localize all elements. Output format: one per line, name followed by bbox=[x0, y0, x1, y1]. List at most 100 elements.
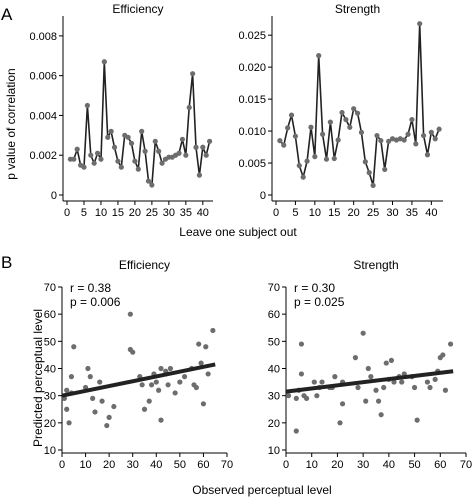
data-point bbox=[388, 357, 395, 363]
y-tick-label: 0 bbox=[51, 190, 57, 202]
data-point bbox=[399, 379, 405, 385]
data-point bbox=[442, 387, 449, 393]
x-tick-label: 25 bbox=[367, 207, 379, 219]
chart-title: Strength bbox=[353, 258, 398, 272]
y-tick-label: 60 bbox=[268, 309, 280, 321]
data-point bbox=[139, 382, 145, 388]
regression-line bbox=[61, 362, 216, 398]
data-point bbox=[319, 379, 325, 385]
data-point bbox=[71, 156, 77, 162]
data-point bbox=[84, 102, 90, 109]
data-point bbox=[308, 124, 314, 130]
data-point bbox=[176, 150, 182, 156]
data-point bbox=[303, 395, 310, 401]
a-x-axis-label: Leave one subject out bbox=[179, 225, 297, 239]
data-point bbox=[351, 106, 357, 112]
data-point bbox=[128, 140, 135, 146]
data-point bbox=[292, 133, 299, 139]
panel-label-b: B bbox=[1, 253, 12, 272]
x-tick-label: 50 bbox=[408, 459, 420, 471]
data-point bbox=[167, 365, 174, 372]
data-point bbox=[293, 395, 299, 401]
x-tick-label: 20 bbox=[103, 459, 115, 471]
y-tick-label: 0.010 bbox=[238, 126, 266, 138]
y-tick-label: 50 bbox=[44, 336, 56, 348]
data-point bbox=[355, 384, 361, 391]
data-point bbox=[360, 330, 366, 336]
data-point bbox=[99, 398, 105, 404]
x-tick-label: 30 bbox=[386, 207, 398, 219]
data-point bbox=[207, 138, 213, 144]
data-point bbox=[293, 428, 299, 434]
x-tick-label: 70 bbox=[221, 459, 233, 471]
data-point bbox=[200, 144, 206, 150]
data-point bbox=[332, 374, 338, 380]
data-point bbox=[135, 166, 141, 172]
data-point bbox=[108, 128, 114, 134]
regression-line bbox=[285, 369, 454, 394]
data-point bbox=[66, 420, 72, 426]
data-point bbox=[373, 387, 379, 393]
data-point bbox=[149, 182, 155, 188]
data-point bbox=[165, 382, 171, 388]
data-point bbox=[203, 344, 209, 350]
x-tick-label: 0 bbox=[283, 459, 289, 471]
y-tick-label: 60 bbox=[44, 309, 56, 321]
data-point bbox=[386, 138, 392, 144]
x-tick-label: 30 bbox=[163, 207, 175, 219]
y-tick-label: 0.005 bbox=[238, 158, 266, 170]
data-point bbox=[424, 379, 431, 385]
a-y-axis-label: p value of correlation bbox=[4, 68, 18, 179]
data-point bbox=[285, 125, 291, 131]
data-point bbox=[145, 178, 152, 184]
data-point bbox=[323, 156, 330, 162]
data-point bbox=[68, 374, 75, 380]
data-point bbox=[339, 401, 346, 407]
data-point bbox=[148, 382, 155, 388]
x-tick-label: 20 bbox=[331, 459, 343, 471]
y-tick-label: 0.006 bbox=[29, 71, 57, 83]
data-point bbox=[111, 403, 117, 410]
data-point bbox=[210, 327, 216, 334]
data-point bbox=[92, 409, 98, 415]
data-point bbox=[186, 104, 192, 111]
data-point bbox=[378, 412, 384, 418]
x-tick-label: 30 bbox=[127, 459, 139, 471]
data-point bbox=[105, 134, 111, 140]
y-tick-label: 0.002 bbox=[29, 150, 57, 162]
y-tick-label: 40 bbox=[268, 364, 280, 376]
x-tick-label: 0 bbox=[273, 207, 279, 219]
data-point bbox=[146, 398, 152, 404]
data-point bbox=[381, 384, 387, 391]
y-tick-label: 70 bbox=[44, 282, 56, 294]
data-point bbox=[331, 155, 337, 162]
data-point bbox=[141, 406, 148, 412]
data-point bbox=[127, 311, 133, 317]
y-tick-label: 0.015 bbox=[238, 94, 266, 106]
data-point bbox=[196, 172, 203, 178]
data-point bbox=[200, 401, 207, 407]
b-x-axis-label: Observed perceptual level bbox=[192, 483, 331, 497]
y-tick-label: 0.008 bbox=[29, 31, 57, 43]
data-point bbox=[316, 53, 322, 59]
data-point bbox=[158, 365, 164, 372]
data-point bbox=[314, 393, 320, 399]
data-point bbox=[335, 137, 341, 143]
x-tick-label: 10 bbox=[79, 459, 91, 471]
data-point bbox=[181, 374, 188, 380]
data-point bbox=[104, 422, 110, 429]
data-point bbox=[420, 132, 427, 139]
data-point bbox=[139, 128, 145, 134]
data-point bbox=[87, 374, 93, 380]
data-point bbox=[179, 136, 186, 142]
data-point bbox=[401, 137, 407, 143]
series-line bbox=[279, 23, 440, 186]
data-point bbox=[111, 144, 118, 150]
y-tick-label: 30 bbox=[268, 391, 280, 403]
data-point bbox=[383, 360, 389, 366]
data-point bbox=[298, 341, 305, 347]
data-point bbox=[343, 116, 349, 123]
data-point bbox=[375, 398, 382, 404]
data-point bbox=[115, 158, 121, 164]
